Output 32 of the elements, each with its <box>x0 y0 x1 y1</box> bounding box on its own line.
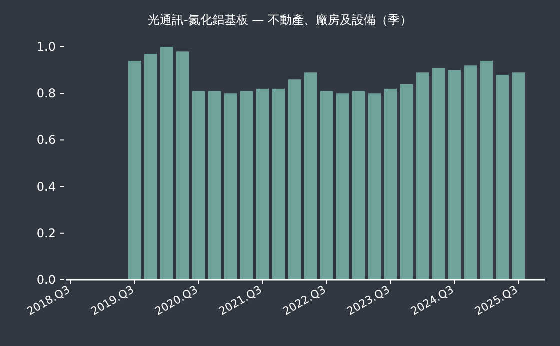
bar <box>320 91 334 280</box>
bar <box>480 60 494 280</box>
bar <box>192 91 206 280</box>
y-tick-label: 0.8 <box>36 86 56 101</box>
bar <box>304 72 318 280</box>
bar <box>224 94 238 280</box>
bar <box>496 74 510 280</box>
bar <box>288 80 302 280</box>
bar <box>368 94 382 280</box>
bar <box>336 94 350 280</box>
bar <box>384 88 398 280</box>
bar <box>448 70 462 280</box>
y-tick-label: 0.4 <box>36 180 56 194</box>
bar <box>128 60 142 280</box>
bar <box>160 47 174 280</box>
bar <box>512 72 526 280</box>
bar <box>352 91 366 280</box>
y-tick-label: 0.6 <box>36 133 56 148</box>
bar <box>464 66 478 280</box>
bar <box>176 52 190 280</box>
y-tick-label: 0.2 <box>36 226 56 240</box>
bar <box>144 54 158 280</box>
y-tick-label: 0.0 <box>36 273 56 287</box>
chart-title: 光通訊-氮化鋁基板 — 不動產、廠房及設備（季） <box>148 13 412 27</box>
bar <box>432 68 446 280</box>
bar <box>400 84 414 280</box>
bar <box>256 88 270 280</box>
bar <box>240 91 254 280</box>
y-tick-label: 1.0 <box>36 40 56 54</box>
bar <box>416 72 430 280</box>
bar <box>208 91 222 280</box>
bar <box>272 88 286 280</box>
